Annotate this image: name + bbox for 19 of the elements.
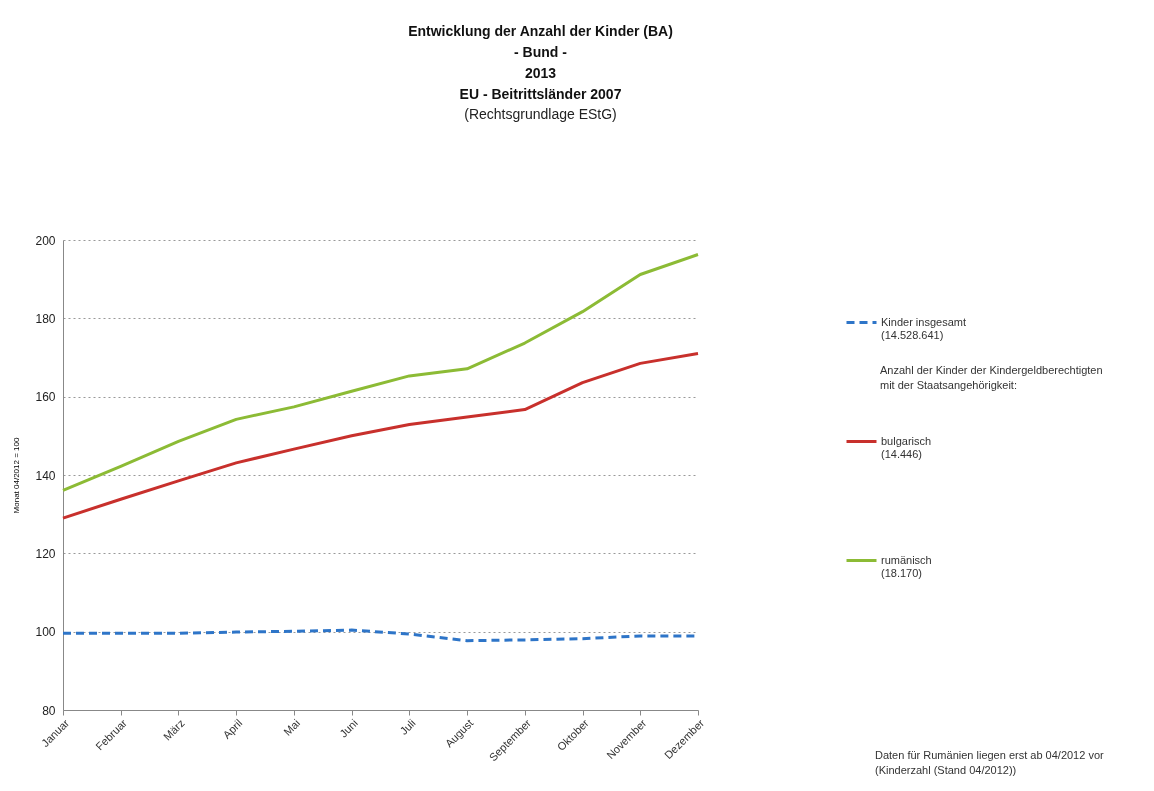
y-tick-label: 100	[35, 625, 56, 640]
legend-label: bulgarisch (14.446)	[881, 434, 932, 460]
chart-subtitle: (Rechtsgrundlage EStG)	[464, 106, 617, 122]
line-series	[61, 352, 700, 520]
y-tick-label: 140	[35, 468, 56, 483]
text: Anzahl der Kinder der Kindergeldberechtigten mit der Staatsangehörigkeit:	[880, 364, 1103, 391]
legend-label: rumänisch (18.170)	[881, 553, 932, 579]
text: Daten für Rumänien liegen erst ab 04/2012 vor (Kinderzahl (Stand 04/2012))	[875, 749, 1105, 776]
y-tick-label: 80	[42, 703, 56, 718]
line-series	[61, 252, 700, 492]
y-tick-label: 160	[35, 390, 56, 405]
y-tick-label: 200	[35, 233, 56, 248]
y-tick-label: 120	[35, 546, 56, 561]
x-tick-label: Juli	[397, 716, 418, 737]
legend-label: Kinder insgesamt (14.528.641)	[881, 315, 966, 341]
y-axis-title: Monat 04/2012 = 100	[12, 437, 22, 514]
chart-title: Entwicklung der Anzahl der Kinder (BA) - Bund - 2013 EU - Beitrittsländer 2007	[408, 23, 673, 102]
y-tick-label: 180	[35, 311, 56, 326]
x-tick-label: Mai	[281, 716, 303, 738]
